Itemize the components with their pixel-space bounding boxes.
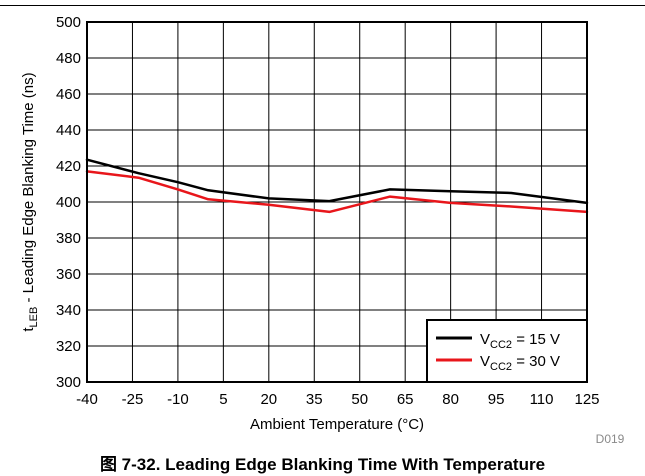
series-line-1 [85,170,589,214]
y-tick-label: 440 [56,122,81,139]
legend-box [426,319,588,383]
tick-labels: -40 -25 -10 5 20 35 50 65 80 95 110 125 300 320 340 360… [56,14,600,408]
x-tick-label: -25 [122,391,144,408]
x-tick-label: -10 [167,391,189,408]
x-axis-title: Ambient Temperature (°C) [250,416,424,433]
legend-label-30v: VCC2 = 30 V [480,353,560,373]
series-lines [85,158,589,214]
x-tick-label: 65 [397,391,414,408]
x-tick-label: 35 [306,391,323,408]
y-axis-title-pre: t [20,327,37,332]
y-tick-label: 320 [56,338,81,355]
x-tick-label: 80 [442,391,459,408]
legend-label-15v: VCC2 = 15 V [480,331,560,351]
figure-code: D019 [596,432,625,446]
y-tick-label: 380 [56,230,81,247]
y-tick-label: 500 [56,14,81,31]
y-tick-label: 300 [56,374,81,391]
x-tick-label: 125 [574,391,599,408]
x-tick-label: 110 [530,391,554,408]
series-line-0 [85,158,589,205]
x-tick-label: 5 [219,391,227,408]
y-tick-label: 420 [56,158,81,175]
x-tick-label: -40 [76,391,98,408]
x-tick-label: 20 [260,391,277,408]
y-tick-label: 460 [56,86,81,103]
y-tick-label: 480 [56,50,81,67]
y-tick-label: 400 [56,194,81,211]
top-rule [0,5,645,6]
x-tick-label: 50 [351,391,368,408]
y-axis-title-post: - Leading Edge Blanking Time (ns) [20,72,37,306]
figure-caption: 图 7-32. Leading Edge Blanking Time With … [99,455,546,474]
y-axis-title: tLEB - Leading Edge Blanking Time (ns) [20,72,40,331]
y-tick-label: 360 [56,266,81,283]
y-axis-title-sub: LEB [28,307,40,328]
plot-area-border [86,21,588,383]
x-tick-label: 95 [488,391,505,408]
y-tick-label: 340 [56,302,81,319]
legend: VCC2 = 15 V VCC2 = 30 V [426,319,588,383]
